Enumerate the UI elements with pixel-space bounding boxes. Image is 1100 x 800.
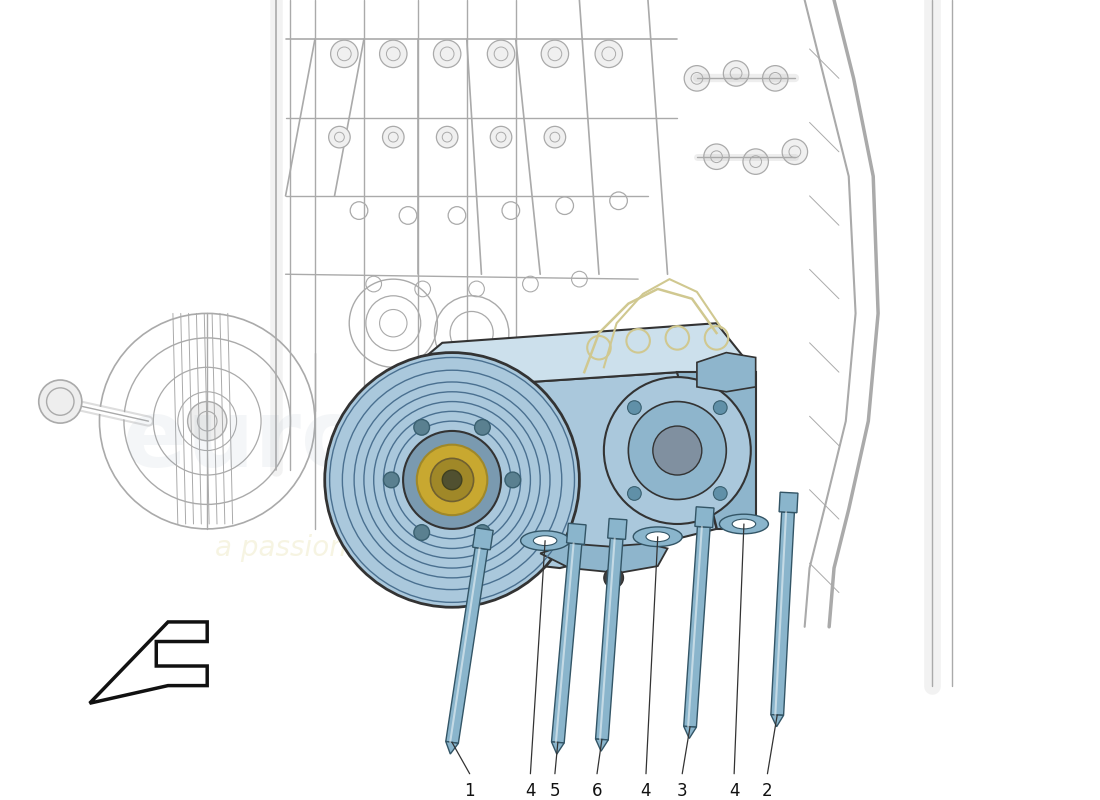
Circle shape xyxy=(604,377,751,524)
Circle shape xyxy=(595,40,623,67)
Polygon shape xyxy=(684,526,711,727)
Circle shape xyxy=(414,525,429,540)
Circle shape xyxy=(762,66,788,91)
Circle shape xyxy=(782,139,807,165)
Polygon shape xyxy=(771,512,794,715)
Polygon shape xyxy=(684,726,696,738)
Circle shape xyxy=(403,431,500,529)
Ellipse shape xyxy=(520,531,570,550)
Polygon shape xyxy=(446,547,487,743)
Ellipse shape xyxy=(634,527,682,546)
Circle shape xyxy=(608,573,618,582)
Circle shape xyxy=(714,486,727,500)
Circle shape xyxy=(384,472,399,488)
Circle shape xyxy=(329,126,350,148)
Polygon shape xyxy=(446,742,459,754)
Circle shape xyxy=(417,445,487,515)
Polygon shape xyxy=(697,353,756,392)
Polygon shape xyxy=(90,622,207,703)
Polygon shape xyxy=(595,538,623,740)
Text: 6: 6 xyxy=(592,782,603,799)
Polygon shape xyxy=(779,492,798,513)
Circle shape xyxy=(437,126,458,148)
Circle shape xyxy=(414,419,429,435)
Circle shape xyxy=(628,402,726,499)
Polygon shape xyxy=(551,742,564,754)
Circle shape xyxy=(331,40,358,67)
Polygon shape xyxy=(695,506,714,527)
Circle shape xyxy=(39,380,81,423)
Circle shape xyxy=(627,486,641,500)
Text: 4: 4 xyxy=(525,782,536,799)
Text: 2: 2 xyxy=(762,782,772,799)
Polygon shape xyxy=(595,739,608,751)
Circle shape xyxy=(430,458,474,502)
Circle shape xyxy=(188,402,227,441)
Polygon shape xyxy=(551,543,582,743)
Polygon shape xyxy=(384,372,716,568)
Circle shape xyxy=(604,568,624,588)
Circle shape xyxy=(724,61,749,86)
Circle shape xyxy=(324,353,580,607)
Circle shape xyxy=(474,525,491,540)
Circle shape xyxy=(491,126,512,148)
Circle shape xyxy=(505,472,520,488)
Circle shape xyxy=(704,144,729,170)
Polygon shape xyxy=(678,372,756,529)
Circle shape xyxy=(544,126,565,148)
Circle shape xyxy=(379,40,407,67)
Circle shape xyxy=(541,40,569,67)
Polygon shape xyxy=(607,518,627,539)
Text: 4: 4 xyxy=(729,782,739,799)
Polygon shape xyxy=(771,714,783,726)
Circle shape xyxy=(487,40,515,67)
Text: 1: 1 xyxy=(464,782,475,799)
Ellipse shape xyxy=(646,532,670,542)
Ellipse shape xyxy=(719,514,769,534)
Polygon shape xyxy=(384,323,756,392)
Circle shape xyxy=(627,401,641,414)
Circle shape xyxy=(442,470,462,490)
Polygon shape xyxy=(473,528,493,550)
Ellipse shape xyxy=(534,536,557,546)
Text: 4: 4 xyxy=(640,782,651,799)
Text: 5: 5 xyxy=(550,782,560,799)
Circle shape xyxy=(714,401,727,414)
Ellipse shape xyxy=(733,519,756,529)
Circle shape xyxy=(474,419,491,435)
Circle shape xyxy=(742,149,769,174)
Text: a passion for excellence 1985: a passion for excellence 1985 xyxy=(214,534,630,562)
Circle shape xyxy=(433,40,461,67)
Circle shape xyxy=(383,126,404,148)
Polygon shape xyxy=(566,523,586,544)
Circle shape xyxy=(652,426,702,475)
Text: 3: 3 xyxy=(676,782,688,799)
Text: euroParts: euroParts xyxy=(123,394,645,486)
Circle shape xyxy=(684,66,710,91)
Polygon shape xyxy=(540,543,668,573)
